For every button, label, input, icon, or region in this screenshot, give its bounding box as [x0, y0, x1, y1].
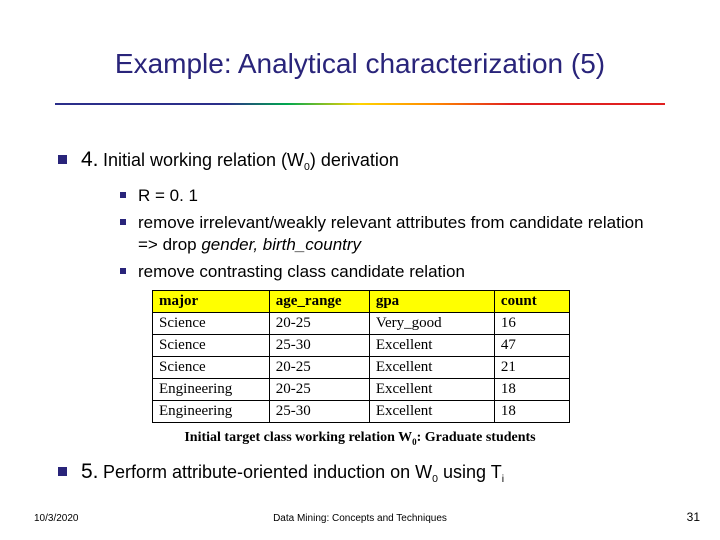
sub-bullet-1-text: R = 0. 1: [138, 185, 198, 206]
bullet-marker-icon: [58, 155, 67, 164]
table-cell: 20-25: [269, 357, 369, 379]
bullet-5-text: 5. Perform attribute-oriented induction …: [81, 460, 504, 485]
footer-center: Data Mining: Concepts and Techniques: [0, 513, 720, 524]
table-cell: 16: [494, 313, 569, 335]
table-cell: 18: [494, 379, 569, 401]
table-row: Science20-25Very_good16: [153, 313, 570, 335]
sub-bullet-2-text: remove irrelevant/weakly relevant attrib…: [138, 212, 660, 255]
table-cell: Science: [153, 335, 270, 357]
th-gpa: gpa: [369, 291, 494, 313]
bullet-marker-icon: [120, 268, 126, 274]
bullet-marker-icon: [120, 219, 126, 225]
table-cell: Science: [153, 357, 270, 379]
sub-bullets: R = 0. 1 remove irrelevant/weakly releva…: [120, 185, 660, 288]
sub-bullet-2-italic: gender, birth_country: [201, 235, 361, 254]
table-caption: Initial target class working relation W0…: [0, 430, 720, 447]
bullet-4: 4. Initial working relation (W0) derivat…: [58, 148, 399, 173]
data-table: major age_range gpa count Science20-25Ve…: [152, 290, 570, 423]
table-cell: Excellent: [369, 379, 494, 401]
bullet-5-num: 5.: [81, 460, 99, 483]
th-major: major: [153, 291, 270, 313]
slide-title: Example: Analytical characterization (5): [0, 48, 720, 80]
table-cell: 21: [494, 357, 569, 379]
table-cell: Excellent: [369, 335, 494, 357]
table-cell: 25-30: [269, 401, 369, 423]
bullet-4-prefix: Initial working relation (W: [103, 150, 304, 170]
table-cell: Engineering: [153, 401, 270, 423]
bullet-4-text: 4. Initial working relation (W0) derivat…: [81, 148, 399, 173]
table-cell: 18: [494, 401, 569, 423]
bullet-5-mid: using T: [438, 462, 502, 482]
sub-bullet-3: remove contrasting class candidate relat…: [120, 261, 660, 282]
bullet-4-suffix: ) derivation: [310, 150, 399, 170]
sub-bullet-3-text: remove contrasting class candidate relat…: [138, 261, 465, 282]
table-row: Science20-25Excellent21: [153, 357, 570, 379]
bullet-5-pre: Perform attribute-oriented induction on …: [103, 462, 432, 482]
table-row: Science25-30Excellent47: [153, 335, 570, 357]
table-cell: Very_good: [369, 313, 494, 335]
table-cell: Excellent: [369, 401, 494, 423]
th-age: age_range: [269, 291, 369, 313]
table-header-row: major age_range gpa count: [153, 291, 570, 313]
table-row: Engineering20-25Excellent18: [153, 379, 570, 401]
th-count: count: [494, 291, 569, 313]
table-cell: Excellent: [369, 357, 494, 379]
sub-bullet-2: remove irrelevant/weakly relevant attrib…: [120, 212, 660, 255]
table-cell: 47: [494, 335, 569, 357]
table-body: Science20-25Very_good16Science25-30Excel…: [153, 313, 570, 423]
slide: Example: Analytical characterization (5)…: [0, 0, 720, 540]
table-cell: 25-30: [269, 335, 369, 357]
title-underline: [55, 103, 665, 105]
bullet-marker-icon: [58, 467, 67, 476]
footer-page: 31: [687, 510, 700, 524]
table-cell: Engineering: [153, 379, 270, 401]
bullet-4-num: 4.: [81, 148, 99, 171]
table-cell: 20-25: [269, 313, 369, 335]
bullet-5: 5. Perform attribute-oriented induction …: [58, 460, 504, 485]
sub-bullet-1: R = 0. 1: [120, 185, 660, 206]
bullet-marker-icon: [120, 192, 126, 198]
table-cell: Science: [153, 313, 270, 335]
caption-post: : Graduate students: [417, 430, 536, 445]
bullet-5-sub2: i: [502, 473, 504, 485]
table-row: Engineering25-30Excellent18: [153, 401, 570, 423]
table-cell: 20-25: [269, 379, 369, 401]
data-table-wrap: major age_range gpa count Science20-25Ve…: [152, 290, 570, 423]
caption-pre: Initial target class working relation W: [184, 430, 412, 445]
